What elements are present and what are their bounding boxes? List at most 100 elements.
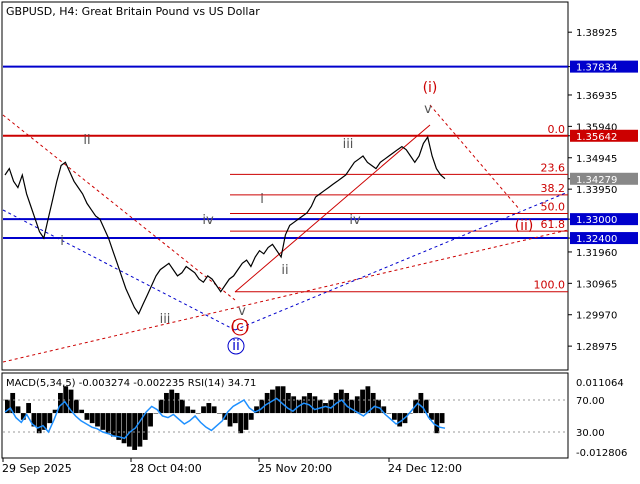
macd-bar (434, 413, 440, 434)
macd-bar (153, 413, 159, 414)
horizontal-levels (3, 65, 568, 240)
y-tick-label: 1.38925 (576, 28, 617, 39)
macd-bar (47, 413, 53, 424)
wave-channel-line (234, 124, 431, 293)
macd-bar (174, 392, 180, 414)
macd-bar (259, 399, 265, 414)
price-line (4, 135, 446, 316)
wave-trendline (2, 114, 236, 301)
wave-circle (227, 337, 245, 355)
macd-bar (429, 413, 434, 420)
wave-label: iii (160, 312, 171, 327)
wave-label: ii (83, 133, 90, 148)
y-tick-label: 1.33950 (576, 185, 617, 196)
wave-label: (i) (423, 80, 438, 96)
macd-bar (307, 392, 312, 414)
macd-bar (227, 413, 233, 427)
wave-circle (231, 318, 249, 336)
macd-bar (79, 409, 85, 414)
macd-bar (116, 413, 122, 440)
wave-label: (c) (231, 319, 250, 335)
x-tick-label: 25 Nov 20:00 (258, 462, 332, 475)
price-label-box (570, 232, 638, 245)
rsi-line (4, 397, 446, 440)
macd-bar (95, 413, 100, 427)
macd-bar (365, 386, 371, 414)
macd-bar (126, 413, 132, 447)
y-tick-label: 1.33000 (576, 215, 617, 226)
macd-bar (386, 413, 392, 414)
indicator-tick-label: -0.012806 (576, 448, 627, 459)
wave-trendline (2, 209, 236, 331)
y-tick-label: 1.36935 (576, 91, 617, 102)
fib-label: 61.8 (541, 218, 566, 231)
macd-bar (89, 413, 95, 424)
y-tick-label: 1.35940 (576, 122, 617, 133)
y-tick-label: 1.32400 (576, 234, 617, 245)
macd-bar (195, 413, 201, 414)
fib-label: 50.0 (541, 200, 566, 213)
macd-bar (121, 413, 127, 444)
x-tick-label: 28 Oct 04:00 (130, 462, 202, 475)
macd-bar (190, 409, 196, 414)
macd-bar (201, 406, 206, 414)
macd-bar (58, 392, 63, 414)
fibonacci-levels: 0.0 23.6 38.2 50.0 61.8 100.0 (230, 123, 568, 293)
trend-lines (2, 104, 569, 363)
indicator-panel: 0.011064 70.00 30.00 -0.012806 (3, 378, 627, 459)
price-label-box (570, 213, 638, 226)
wave-label: i (60, 234, 64, 249)
macd-bar (164, 392, 169, 414)
macd-bar (323, 403, 328, 414)
x-tick-label: 24 Dec 12:00 (388, 462, 462, 475)
y-tick-label: 1.37834 (576, 63, 617, 74)
macd-bar (10, 392, 16, 414)
macd-bar (169, 389, 175, 414)
macd-bar (63, 386, 69, 414)
macd-bar (291, 396, 297, 414)
macd-bar (105, 413, 111, 434)
wave-label: ii (232, 338, 240, 354)
macd-bar (148, 413, 153, 427)
macd-bar (217, 413, 222, 414)
macd-bar (5, 399, 10, 414)
macd-bar (158, 399, 164, 414)
macd-bar (31, 413, 37, 427)
macd-bar (68, 389, 74, 414)
indicator-panel-frame (1, 372, 569, 459)
macd-bar (312, 396, 318, 414)
macd-bar (15, 406, 21, 414)
macd-bar (26, 403, 32, 414)
macd-bar (42, 413, 47, 430)
fib-label: 38.2 (541, 182, 566, 195)
projection-line (429, 104, 521, 211)
macd-bar (354, 396, 360, 414)
y-tick-label: 1.35642 (576, 132, 617, 143)
macd-bar (36, 413, 42, 434)
indicator-tick-label: 0.011064 (576, 378, 624, 389)
macd-bar (142, 413, 148, 440)
indicator-tick-label: 70.00 (576, 396, 605, 407)
y-tick-label: 1.34279 (576, 175, 617, 186)
macd-bar (100, 413, 106, 430)
macd-bar (391, 413, 397, 420)
macd-bar (360, 389, 365, 414)
y-tick-label: 1.34945 (576, 154, 617, 165)
indicator-label: MACD(5,34,5) -0.003274 -0.002235 RSI(14)… (6, 378, 256, 389)
y-tick-label: 1.28975 (576, 342, 617, 353)
indicator-tick-label: 30.00 (576, 428, 605, 439)
macd-bar (344, 392, 350, 414)
main-panel-frame (1, 1, 569, 371)
fib-label: 0.0 (548, 123, 566, 136)
macd-bar (376, 399, 381, 414)
macd-bar (285, 392, 291, 414)
macd-bar (423, 399, 429, 414)
wave-label: iv (202, 213, 214, 228)
macd-bar (349, 399, 355, 414)
wave-label: iv (349, 213, 361, 228)
macd-bar (232, 413, 238, 424)
y-tick-label: 1.31960 (576, 248, 617, 259)
support-trendline (2, 229, 569, 363)
